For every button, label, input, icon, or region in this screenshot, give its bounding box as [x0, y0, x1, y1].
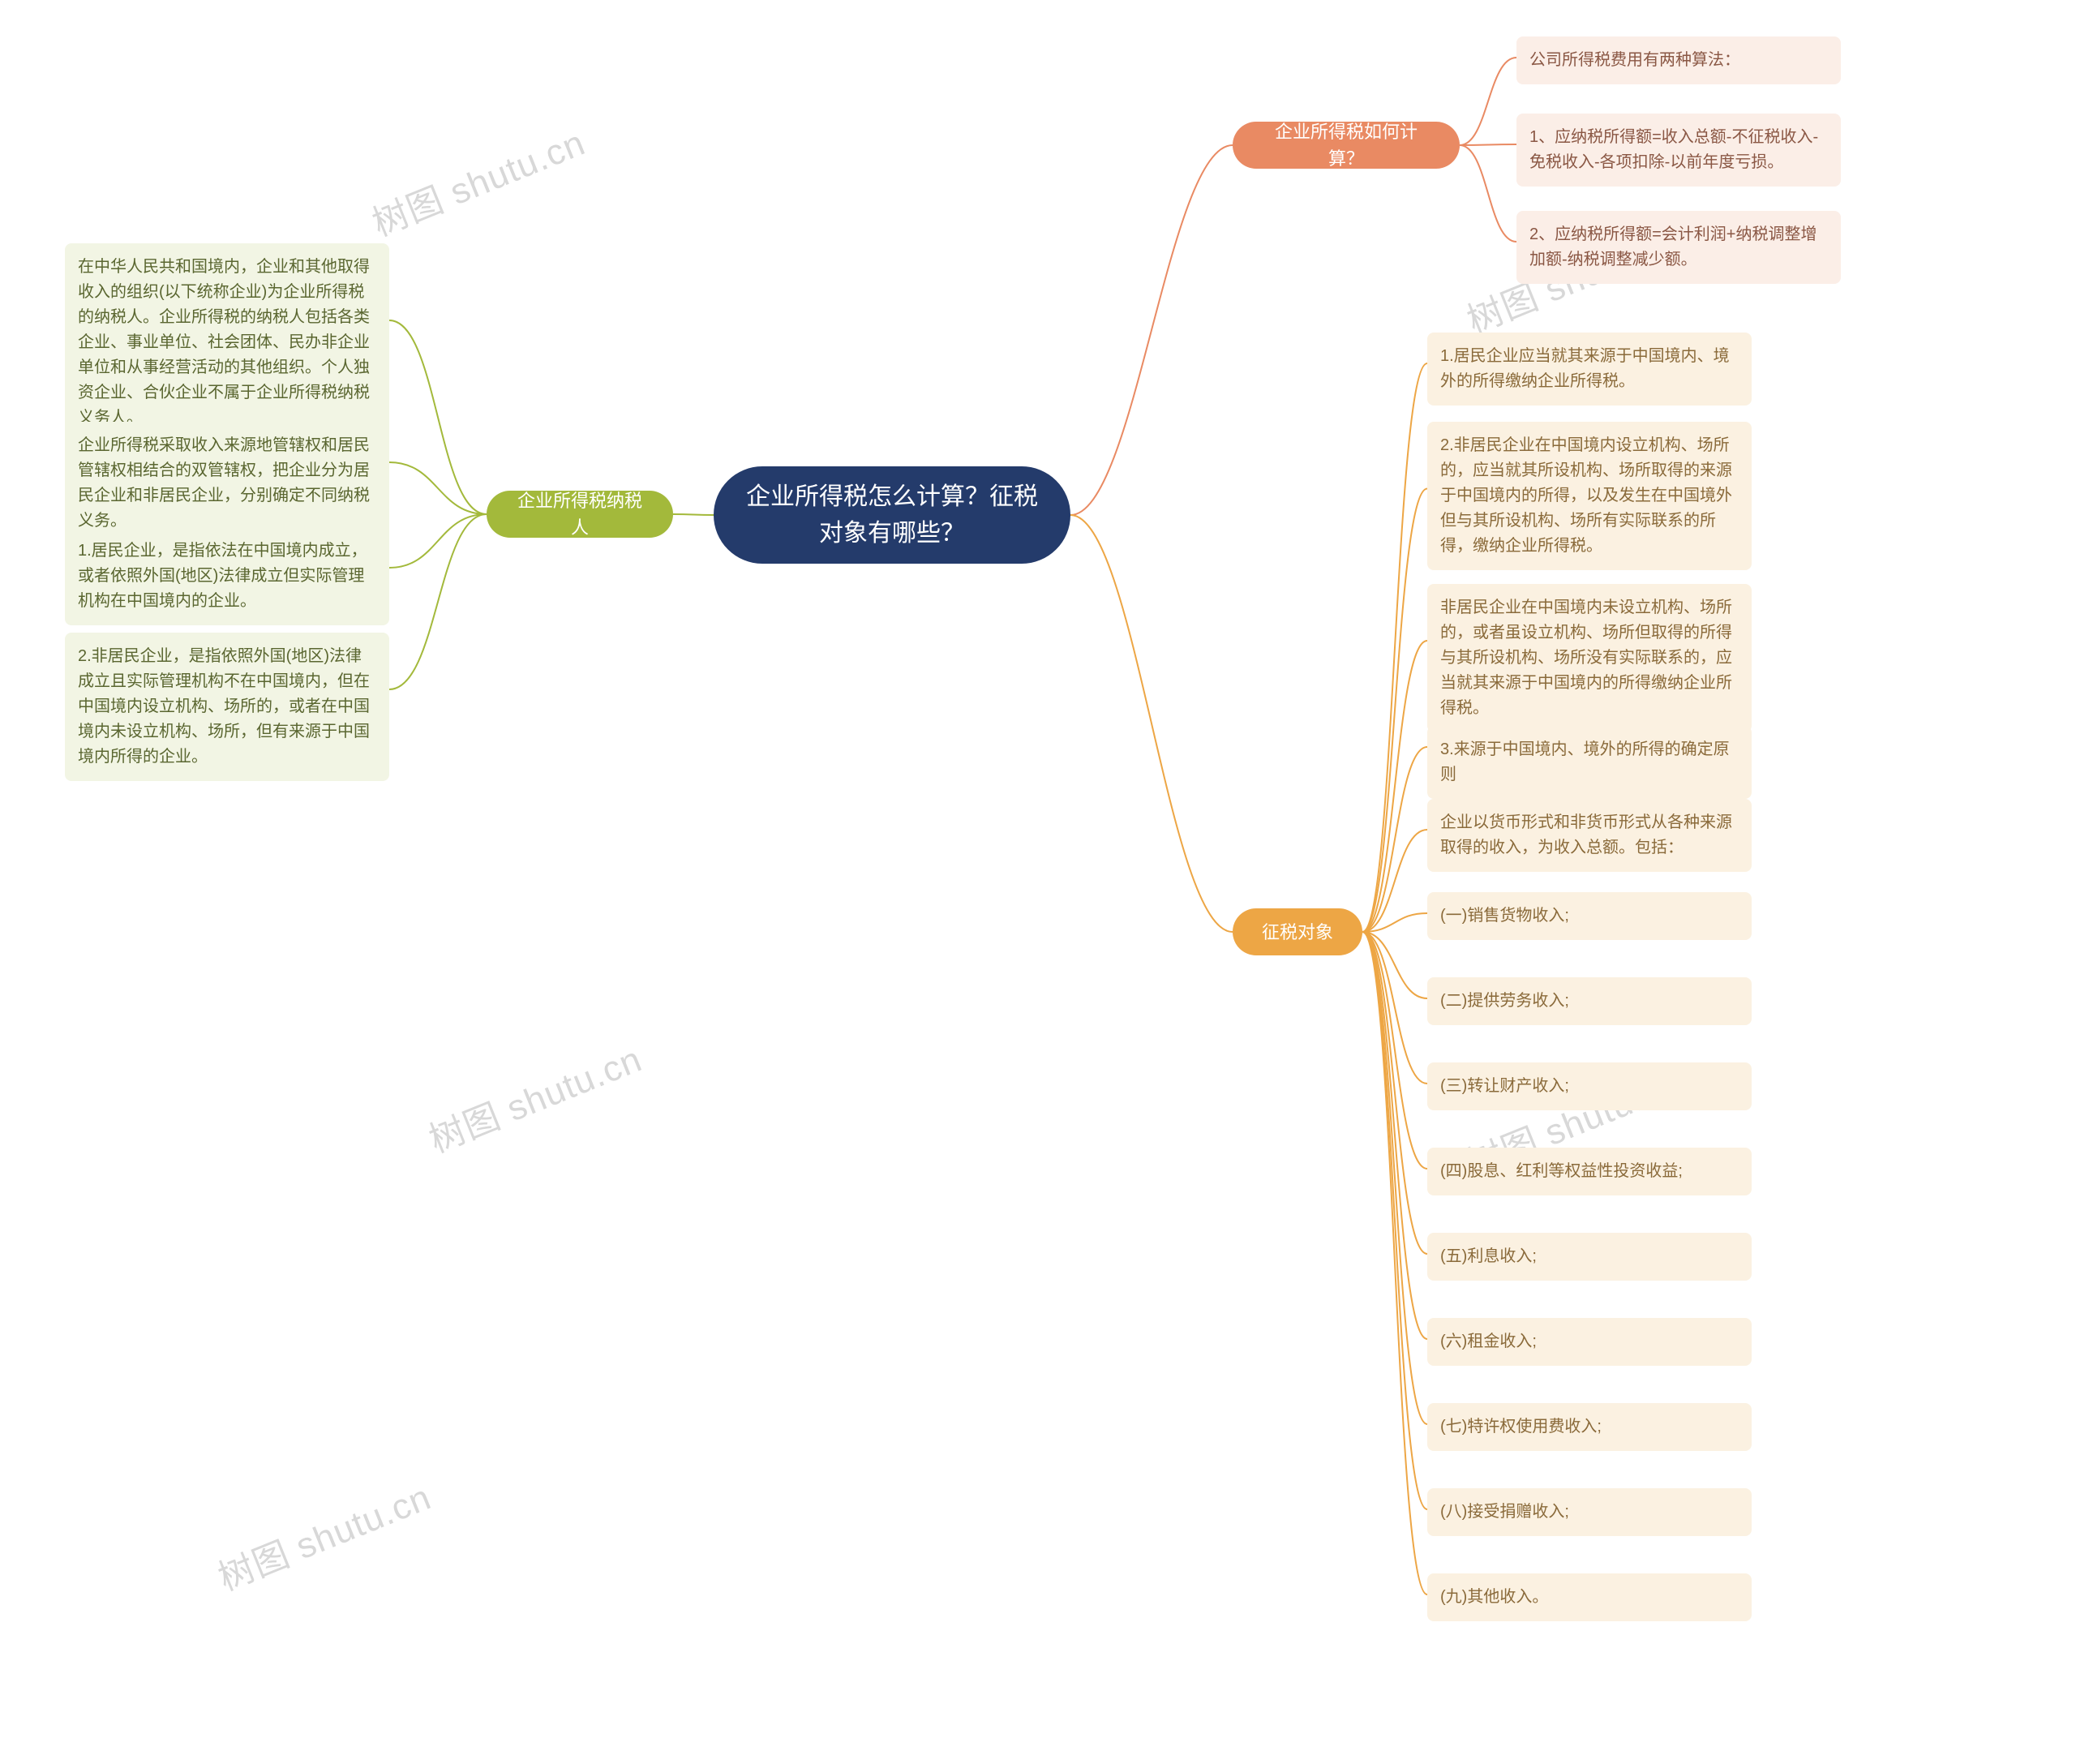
leaf-b_top-0: 公司所得税费用有两种算法：: [1516, 36, 1841, 84]
leaf-b_obj-4: 企业以货币形式和非货币形式从各种来源取得的收入，为收入总额。包括：: [1427, 799, 1752, 872]
leaf-b_left-0: 在中华人民共和国境内，企业和其他取得收入的组织(以下统称企业)为企业所得税的纳税…: [65, 243, 389, 442]
leaf-b_obj-3: 3.来源于中国境内、境外的所得的确定原则: [1427, 726, 1752, 799]
leaf-b_obj-2: 非居民企业在中国境内未设立机构、场所的，或者虽设立机构、场所但取得的所得与其所设…: [1427, 584, 1752, 732]
leaf-b_left-2: 1.居民企业，是指依法在中国境内成立，或者依照外国(地区)法律成立但实际管理机构…: [65, 527, 389, 625]
leaf-b_obj-13: (九)其他收入。: [1427, 1573, 1752, 1621]
leaf-b_obj-0: 1.居民企业应当就其来源于中国境内、境外的所得缴纳企业所得税。: [1427, 333, 1752, 406]
leaf-b_obj-11: (七)特许权使用费收入;: [1427, 1403, 1752, 1451]
watermark: 树图 shutu.cn: [363, 114, 591, 246]
leaf-b_obj-8: (四)股息、红利等权益性投资收益;: [1427, 1148, 1752, 1195]
leaf-b_obj-10: (六)租金收入;: [1427, 1318, 1752, 1366]
leaf-b_obj-7: (三)转让财产收入;: [1427, 1062, 1752, 1110]
leaf-b_obj-12: (八)接受捐赠收入;: [1427, 1488, 1752, 1536]
leaf-b_left-3: 2.非居民企业，是指依照外国(地区)法律成立且实际管理机构不在中国境内，但在中国…: [65, 633, 389, 781]
branch-b_left: 企业所得税纳税人: [487, 491, 673, 538]
watermark: 树图 shutu.cn: [209, 1468, 437, 1600]
leaf-b_top-2: 2、应纳税所得额=会计利润+纳税调整增加额-纳税调整减少额。: [1516, 211, 1841, 284]
leaf-b_obj-5: (一)销售货物收入;: [1427, 892, 1752, 940]
leaf-b_obj-1: 2.非居民企业在中国境内设立机构、场所的，应当就其所设机构、场所取得的来源于中国…: [1427, 422, 1752, 570]
branch-b_obj: 征税对象: [1233, 908, 1362, 955]
root-node: 企业所得税怎么计算？征税对象有哪些？: [714, 466, 1070, 564]
watermark: 树图 shutu.cn: [420, 1030, 648, 1162]
branch-b_top: 企业所得税如何计算？: [1233, 122, 1460, 169]
leaf-b_top-1: 1、应纳税所得额=收入总额-不征税收入-免税收入-各项扣除-以前年度亏损。: [1516, 114, 1841, 187]
leaf-b_obj-9: (五)利息收入;: [1427, 1233, 1752, 1281]
leaf-b_obj-6: (二)提供劳务收入;: [1427, 977, 1752, 1025]
